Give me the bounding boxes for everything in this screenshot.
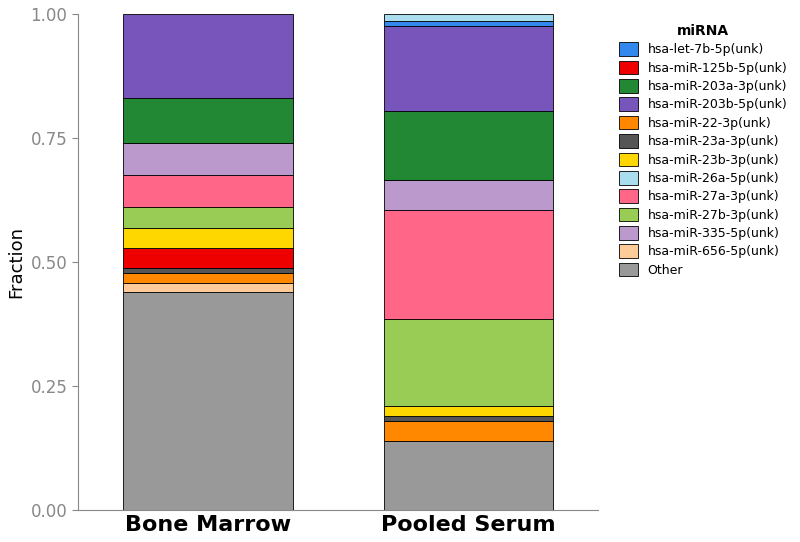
Bar xyxy=(123,98,293,143)
Bar xyxy=(384,210,553,319)
Bar xyxy=(384,406,553,416)
Bar xyxy=(123,14,293,98)
Bar xyxy=(123,208,293,228)
Legend: hsa-let-7b-5p(unk), hsa-miR-125b-5p(unk), hsa-miR-203a-3p(unk), hsa-miR-203b-5p(: hsa-let-7b-5p(unk), hsa-miR-125b-5p(unk)… xyxy=(615,20,791,281)
Bar xyxy=(384,319,553,406)
Bar xyxy=(384,14,553,21)
Bar xyxy=(384,180,553,210)
Bar xyxy=(123,143,293,175)
Bar xyxy=(384,27,553,111)
Bar xyxy=(123,228,293,248)
Bar xyxy=(384,416,553,421)
Bar xyxy=(384,441,553,510)
Bar xyxy=(384,421,553,441)
Bar xyxy=(123,273,293,283)
Bar xyxy=(123,283,293,292)
Bar xyxy=(384,111,553,180)
Bar xyxy=(123,248,293,268)
Y-axis label: Fraction: Fraction xyxy=(7,226,25,298)
Bar xyxy=(123,268,293,273)
Bar xyxy=(123,175,293,208)
Bar xyxy=(384,21,553,27)
Bar xyxy=(123,292,293,510)
